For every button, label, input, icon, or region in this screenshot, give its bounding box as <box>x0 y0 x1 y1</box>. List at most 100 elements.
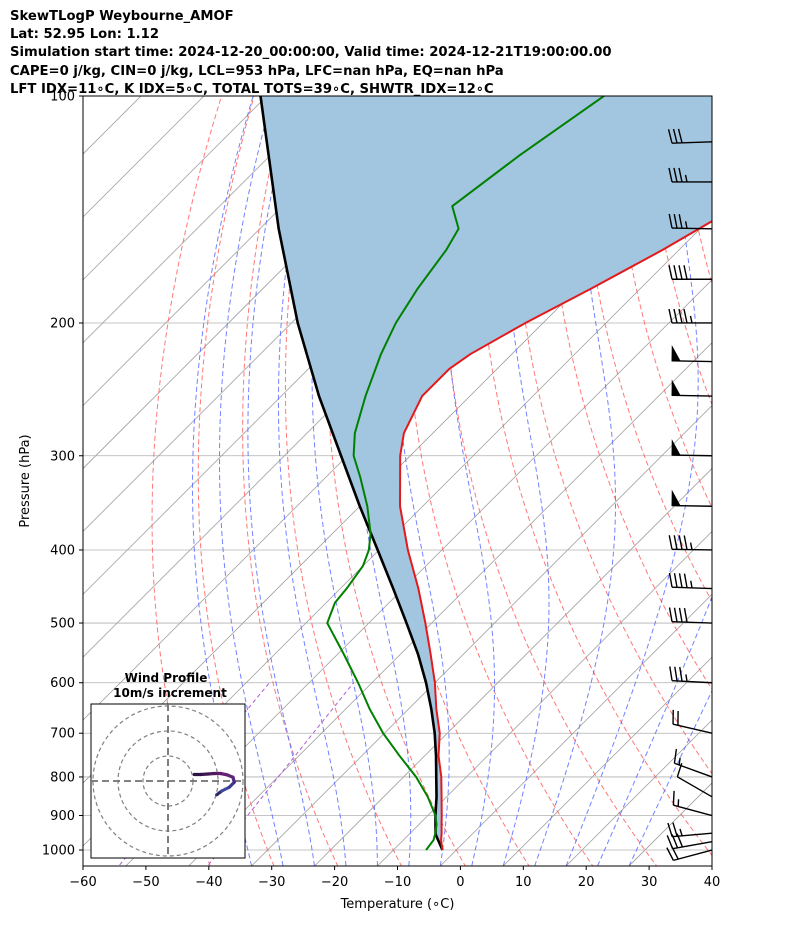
barb-flag <box>678 167 683 183</box>
barb-flag <box>669 666 673 681</box>
wind-barb <box>668 167 712 183</box>
moist-adiabat <box>192 96 254 866</box>
wind-barb <box>668 572 713 590</box>
wind-barb <box>667 822 713 838</box>
y-tick-label: 600 <box>50 676 75 691</box>
isotherm-line <box>125 279 712 866</box>
barb-flag <box>673 265 678 280</box>
barb-flag <box>672 790 675 806</box>
dry-adiabat <box>284 96 403 866</box>
isotherm-line <box>565 719 712 866</box>
y-tick-label: 900 <box>50 809 75 824</box>
barb-flag <box>673 607 678 622</box>
barb-flag <box>668 213 673 229</box>
isotherm-line <box>251 405 712 866</box>
barb-flag <box>678 573 683 588</box>
x-tick-label: −40 <box>195 875 222 890</box>
barb-flag <box>668 265 673 280</box>
parcel-line <box>259 96 444 851</box>
wind-barb <box>672 709 713 734</box>
dry-adiabat <box>546 96 712 691</box>
mixing-ratio-line <box>206 682 354 866</box>
dry-adiabat <box>611 96 712 509</box>
x-tick-label: 10 <box>515 875 532 890</box>
moist-adiabat <box>597 595 712 866</box>
dry-adiabat <box>738 62 794 882</box>
barb-pennant <box>671 489 681 507</box>
barb-flag <box>683 573 688 588</box>
x-tick-label: −50 <box>132 875 159 890</box>
cin-shading <box>260 96 712 851</box>
y-tick-label: 100 <box>50 90 75 105</box>
x-tick-label: 30 <box>641 875 658 890</box>
x-tick-label: −10 <box>384 875 411 890</box>
isotherm-line <box>376 530 712 866</box>
x-tick-label: −30 <box>258 875 285 890</box>
barb-shaft <box>672 832 713 838</box>
x-tick-label: 40 <box>704 875 721 890</box>
moist-adiabat <box>565 96 699 866</box>
wind-barb <box>671 489 713 507</box>
barb-flag <box>672 128 678 144</box>
moist-adiabat <box>628 689 712 866</box>
moist-adiabat <box>218 96 284 866</box>
barb-half-flag <box>684 221 688 229</box>
barb-flag <box>667 129 673 144</box>
barb-shaft <box>672 723 713 734</box>
dry-adiabat <box>441 96 658 866</box>
wind-barb <box>668 535 713 551</box>
barb-flag <box>668 607 673 622</box>
hodograph-title: Wind Profile <box>125 671 208 685</box>
chart-title: SkewTLogP Weybourne_AMOF <box>10 9 234 24</box>
isotherm-line <box>83 96 268 281</box>
y-tick-label: 300 <box>50 449 75 464</box>
barb-flag <box>673 535 678 550</box>
barb-flag <box>678 265 683 280</box>
barb-flag <box>673 748 678 764</box>
barb-half-flag <box>690 580 693 588</box>
x-tick-label: 20 <box>578 875 595 890</box>
wind-barb <box>667 128 713 144</box>
barb-shaft <box>677 776 713 798</box>
barb-shaft <box>673 849 713 862</box>
barb-shaft <box>672 841 713 850</box>
barb-flag <box>683 265 688 280</box>
wind-barb <box>668 308 712 324</box>
barb-flag <box>679 666 683 682</box>
barb-flag <box>668 535 673 550</box>
moist-adiabat <box>502 96 550 866</box>
wind-barb <box>673 748 713 778</box>
moist-adiabat <box>277 96 347 866</box>
moist-adiabat <box>311 96 378 866</box>
index-line: LFT IDX=11∘C, K IDX=5∘C, TOTAL TOTS=39∘C… <box>10 81 494 97</box>
x-axis-label: Temperature (∘C) <box>340 897 455 912</box>
axes: −60 −50 −40 −30 −20 −10 0 10 20 30 40 1000 900 800 700… <box>42 90 720 891</box>
moist-adiabat <box>534 96 616 866</box>
dry-adiabat <box>242 96 339 866</box>
barb-half-flag <box>685 674 688 682</box>
x-tick-label: −60 <box>69 875 96 890</box>
barb-flag <box>678 607 683 623</box>
barb-half-flag <box>689 315 693 324</box>
barb-flag <box>683 535 688 550</box>
y-tick-label: 1000 <box>42 844 75 859</box>
wind-barb <box>669 666 713 684</box>
dry-adiabat <box>477 96 712 857</box>
barb-flag <box>673 213 678 229</box>
cape-line: CAPE=0 j/kg, CIN=0 j/kg, LCL=953 hPa, LF… <box>10 63 504 79</box>
barb-pennant <box>671 379 681 397</box>
isotherm-line <box>83 96 331 344</box>
barb-pennant <box>671 344 681 362</box>
y-tick-label: 700 <box>50 727 75 742</box>
y-axis-label: Pressure (hPa) <box>18 434 33 527</box>
barb-flag <box>673 308 678 324</box>
time-line: Simulation start time: 2024-12-20_00:00:… <box>10 45 612 61</box>
barb-flag <box>677 128 683 143</box>
barb-flag <box>678 214 683 229</box>
wind-barb <box>671 344 713 363</box>
barb-flag <box>674 666 678 682</box>
barb-flag <box>683 308 688 324</box>
y-tick-label: 800 <box>50 770 75 785</box>
barb-flag <box>678 535 683 550</box>
